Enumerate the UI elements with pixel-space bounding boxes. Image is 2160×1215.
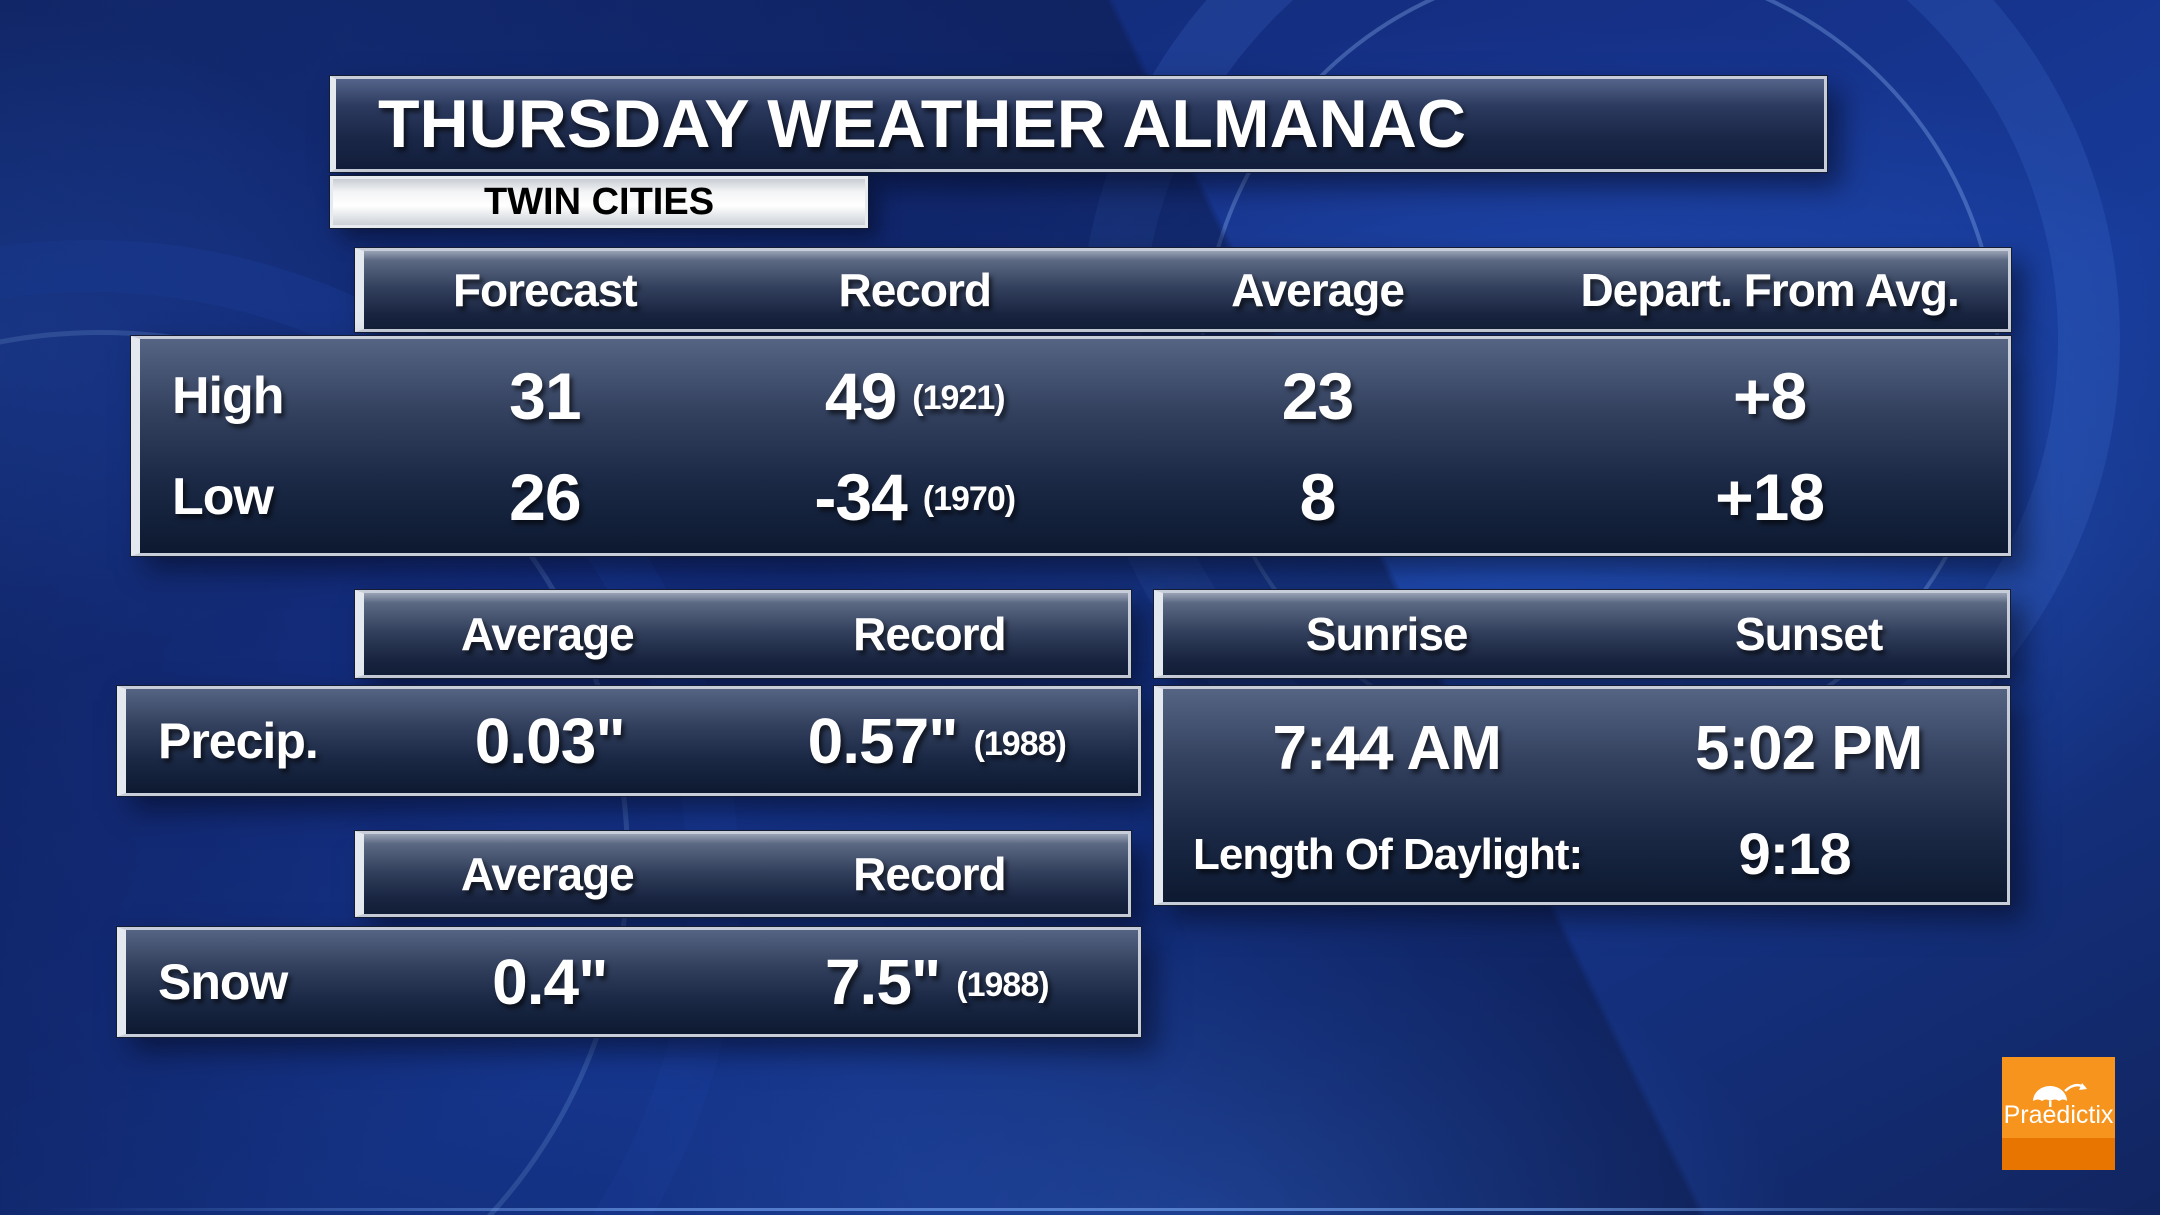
high-forecast-value: 31 (509, 358, 581, 433)
high-record-value: 49 (824, 358, 897, 433)
umbrella-icon (2032, 1083, 2087, 1107)
temps-header-forecast: Forecast (452, 264, 638, 316)
snow-header-average: Average (460, 848, 635, 900)
high-average-value: 23 (1281, 358, 1354, 433)
logo-wordmark: Praedictix (2003, 1101, 2114, 1129)
daylight-row: Length Of Daylight: 9:18 (1163, 807, 2007, 902)
low-forecast-value: 26 (509, 459, 581, 534)
snow-data-panel: Snow 0.4" 7.5" (1988) (117, 927, 1141, 1037)
temps-data-panel: High 31 49 (1921) 23 +8 Low 26 -34 (1970… (131, 336, 2011, 556)
sunrise-value: 7:44 AM (1272, 713, 1501, 783)
background-bottom-highlight (0, 1208, 2160, 1211)
table-row-high: High 31 49 (1921) 23 +8 (140, 358, 2008, 434)
precip-header-average: Average (460, 608, 635, 660)
table-row-precip: Precip. 0.03" 0.57" (1988) (126, 704, 1138, 778)
sun-data-panel: 7:44 AM 5:02 PM Length Of Daylight: 9:18 (1154, 686, 2010, 905)
precip-data-panel: Precip. 0.03" 0.57" (1988) (117, 686, 1141, 796)
low-average-value: 8 (1299, 459, 1337, 534)
title-bar: THURSDAY WEATHER ALMANAC (330, 76, 1827, 172)
temps-header-record: Record (838, 264, 991, 316)
temps-header-average: Average (1231, 264, 1405, 316)
snow-header-row: Average Record (355, 831, 1131, 917)
location-label: TWIN CITIES (483, 180, 715, 223)
precip-header-record: Record (853, 608, 1006, 660)
row-label-high: High (172, 366, 285, 425)
snow-record-value: 7.5" (824, 946, 941, 1018)
snow-record-year: (1988) (956, 965, 1049, 1004)
location-bar: TWIN CITIES (330, 176, 868, 228)
snow-header-record: Record (853, 848, 1006, 900)
sun-times-row: 7:44 AM 5:02 PM (1163, 689, 2007, 807)
precip-header-row: Average Record (355, 590, 1131, 678)
precip-average-value: 0.03" (474, 705, 626, 777)
low-record-value: -34 (814, 459, 907, 534)
page-title: THURSDAY WEATHER ALMANAC (378, 86, 1466, 162)
row-label-snow: Snow (158, 954, 288, 1010)
sun-header-sunrise: Sunrise (1305, 608, 1469, 660)
daylight-value: 9:18 (1738, 822, 1852, 888)
precip-record-year: (1988) (973, 724, 1067, 763)
table-row-low: Low 26 -34 (1970) 8 +18 (140, 459, 2008, 535)
row-label-low: Low (172, 467, 274, 526)
daylight-label: Length Of Daylight: (1193, 829, 1583, 879)
temps-header-depart: Depart. From Avg. (1580, 264, 1959, 316)
precip-record-value: 0.57" (807, 705, 959, 777)
row-label-precip: Precip. (158, 713, 319, 769)
snow-average-value: 0.4" (492, 946, 608, 1018)
logo-stripe (2002, 1138, 2115, 1170)
sun-header-sunset: Sunset (1734, 608, 1883, 660)
praedictix-logo: Praedictix (2002, 1057, 2115, 1170)
high-depart-value: +8 (1732, 358, 1807, 433)
high-record-year: (1921) (912, 379, 1005, 417)
sun-header-row: Sunrise Sunset (1154, 590, 2010, 678)
temps-header-row: Forecast Record Average Depart. From Avg… (355, 248, 2011, 332)
low-record-year: (1970) (922, 480, 1016, 518)
sunset-value: 5:02 PM (1694, 713, 1923, 783)
low-depart-value: +18 (1715, 459, 1825, 534)
table-row-snow: Snow 0.4" 7.5" (1988) (126, 945, 1138, 1019)
